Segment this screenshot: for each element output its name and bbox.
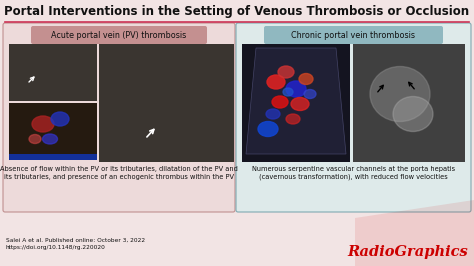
Text: Absence of flow within the PV or its tributaries, dilatation of the PV and
its t: Absence of flow within the PV or its tri…	[0, 166, 238, 180]
Ellipse shape	[272, 96, 288, 108]
Text: Numerous serpentine vascular channels at the porta hepatis
(cavernous transforma: Numerous serpentine vascular channels at…	[252, 166, 455, 181]
Ellipse shape	[283, 88, 293, 96]
Ellipse shape	[43, 134, 57, 144]
Ellipse shape	[370, 66, 430, 122]
Polygon shape	[246, 48, 346, 154]
Text: Salei A et al. Published online: October 3, 2022
https://doi.org/10.1148/rg.2200: Salei A et al. Published online: October…	[6, 238, 145, 250]
Text: Chronic portal vein thrombosis: Chronic portal vein thrombosis	[292, 31, 416, 40]
Ellipse shape	[29, 135, 41, 143]
Ellipse shape	[278, 66, 294, 78]
Ellipse shape	[32, 116, 54, 132]
Text: Acute portal vein (PV) thrombosis: Acute portal vein (PV) thrombosis	[51, 31, 187, 40]
Ellipse shape	[258, 122, 278, 136]
Bar	[242, 44, 350, 162]
Text: RadioGraphics: RadioGraphics	[347, 245, 468, 259]
Ellipse shape	[304, 89, 316, 98]
Ellipse shape	[51, 112, 69, 126]
Ellipse shape	[299, 73, 313, 85]
Bar	[9, 44, 97, 101]
Ellipse shape	[267, 75, 285, 89]
Bar	[9, 154, 97, 160]
Polygon shape	[355, 200, 474, 266]
FancyBboxPatch shape	[3, 23, 235, 212]
Ellipse shape	[266, 109, 280, 119]
Bar	[99, 44, 234, 162]
FancyBboxPatch shape	[264, 26, 443, 44]
Ellipse shape	[286, 114, 300, 124]
FancyBboxPatch shape	[236, 23, 471, 212]
Ellipse shape	[286, 81, 306, 97]
Bar	[9, 103, 97, 160]
Ellipse shape	[291, 98, 309, 110]
Text: Portal Interventions in the Setting of Venous Thrombosis or Occlusion: Portal Interventions in the Setting of V…	[4, 5, 470, 18]
Ellipse shape	[393, 97, 433, 131]
Bar	[353, 44, 465, 162]
FancyBboxPatch shape	[31, 26, 207, 44]
